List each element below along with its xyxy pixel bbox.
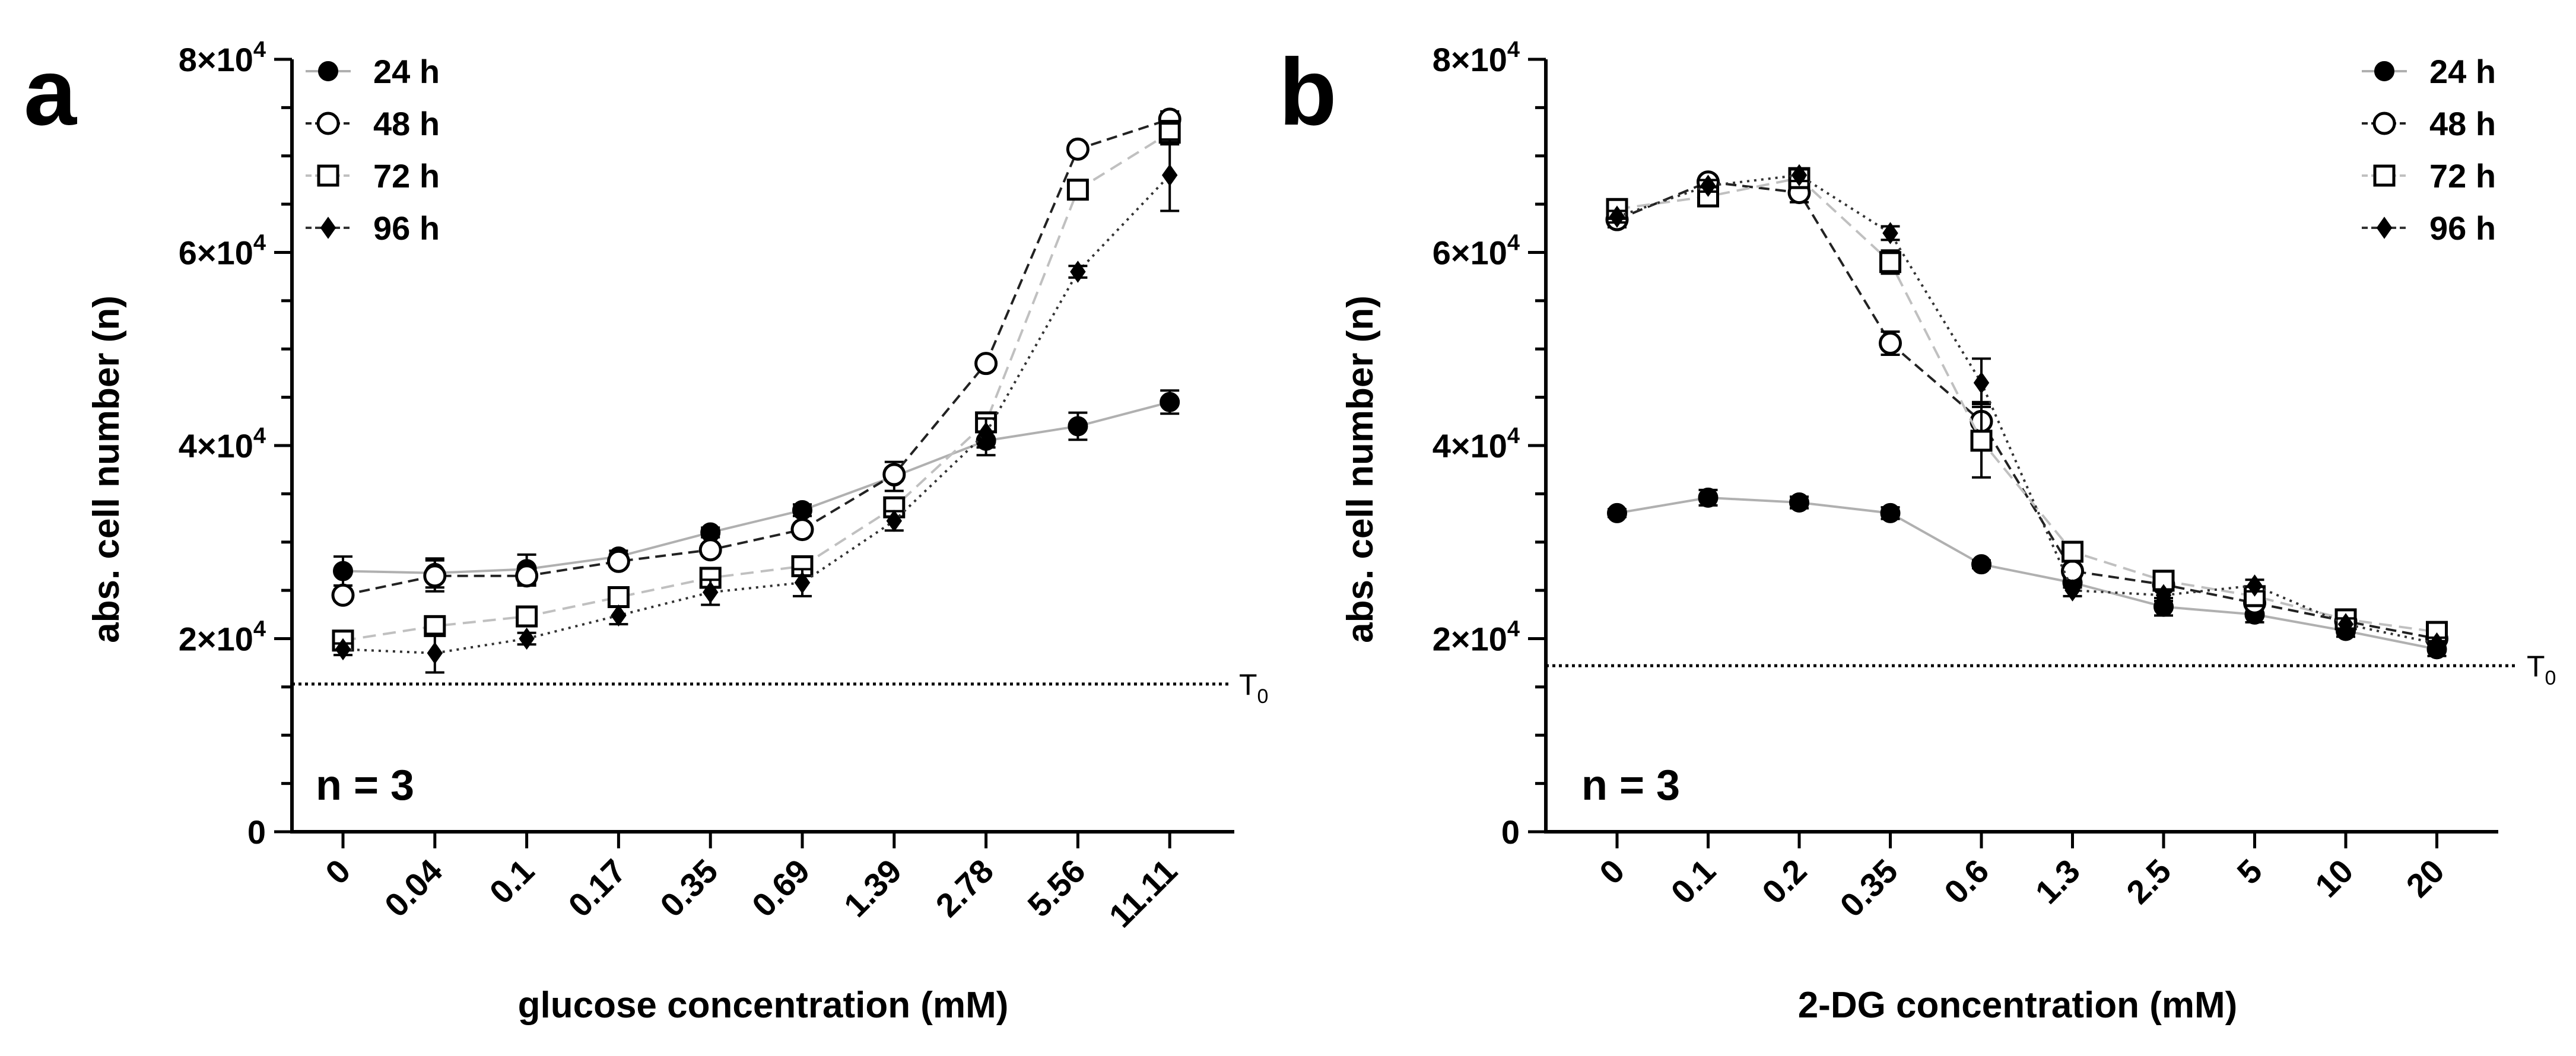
data-point: [1698, 487, 1719, 508]
sample-size-annotation: n = 3: [1581, 762, 1680, 809]
legend: 24 h 48 h 72 h 96 h: [2362, 53, 2496, 247]
data-point: [1970, 430, 1993, 452]
legend-marker: [317, 164, 339, 187]
legend-marker: [2372, 112, 2396, 135]
y-tick-label: 8×104: [1432, 37, 1520, 78]
data-point: [1789, 492, 1809, 513]
series-line: [1616, 496, 2437, 651]
data-point: [792, 500, 812, 521]
legend-marker: [2376, 217, 2393, 239]
legend-label: 96 h: [373, 209, 440, 247]
data-point: [1607, 502, 1627, 523]
data-point: [2061, 559, 2084, 583]
legend-label: 72 h: [2429, 157, 2496, 195]
legend-marker: [320, 217, 336, 239]
y-tick-label: 8×104: [179, 37, 266, 78]
y-tick-label: 4×104: [179, 424, 266, 465]
series-line: [342, 400, 1170, 574]
baseline-t0-label: T0: [2527, 650, 2556, 689]
data-point: [1971, 554, 1991, 575]
data-point: [1880, 502, 1901, 523]
legend-label: 24 h: [373, 53, 440, 90]
y-tick-label: 6×104: [1432, 231, 1520, 272]
data-point: [1879, 251, 1901, 273]
data-point: [1066, 179, 1089, 201]
data-point: [978, 422, 994, 444]
data-point: [886, 510, 903, 532]
data-point: [2429, 632, 2445, 655]
data-point: [1068, 416, 1088, 437]
panel-letter: b: [1279, 39, 1337, 145]
data-point: [607, 586, 630, 609]
data-point: [1609, 205, 1625, 228]
data-point: [1879, 331, 1902, 355]
series-line: [342, 174, 1171, 654]
baseline-t0-label: T0: [1239, 668, 1268, 708]
data-point: [1882, 222, 1898, 244]
series-line: [1616, 177, 2437, 634]
y-tick-label: 2×104: [1432, 617, 1520, 658]
legend-marker: [316, 112, 340, 135]
y-axis-title: abs. cell number (n): [1340, 295, 1381, 643]
legend-label: 72 h: [373, 157, 440, 195]
legend-label: 24 h: [2429, 53, 2496, 90]
data-point: [1066, 137, 1090, 161]
series-96-h: [1608, 164, 2447, 655]
series-line: [1616, 180, 2437, 640]
legend-marker: [2373, 164, 2396, 187]
data-point: [974, 352, 998, 376]
data-point: [882, 463, 906, 486]
data-point: [606, 549, 630, 573]
data-point: [702, 581, 719, 604]
y-tick-label: 2×104: [179, 617, 266, 658]
series-96-h: [333, 138, 1180, 674]
y-tick-label: 6×104: [179, 231, 266, 272]
data-point: [427, 642, 443, 664]
y-tick-label: 0: [247, 813, 266, 851]
data-point: [698, 538, 722, 562]
y-axis-title: abs. cell number (n): [86, 295, 127, 643]
data-point: [1700, 174, 1716, 197]
data-point: [333, 561, 353, 581]
data-point: [699, 567, 722, 589]
x-axis-title: glucose concentration (mM): [518, 985, 1009, 1026]
panel-letter: a: [24, 39, 77, 145]
data-point: [2062, 540, 2083, 563]
data-point: [1791, 164, 1808, 187]
x-axis-title: 2-DG concentration (mM): [1798, 985, 2238, 1026]
data-point: [2337, 613, 2354, 635]
legend-label: 48 h: [373, 105, 440, 142]
data-point: [423, 564, 447, 588]
y-tick-label: 0: [1501, 813, 1520, 851]
legend: 24 h 48 h 72 h 96 h: [306, 53, 440, 247]
y-tick-label: 4×104: [1432, 424, 1520, 465]
legend-label: 96 h: [2429, 209, 2496, 247]
data-point: [515, 564, 539, 588]
data-point: [1161, 164, 1178, 187]
legend-label: 48 h: [2429, 105, 2496, 142]
data-point: [1160, 392, 1180, 412]
data-point: [519, 627, 535, 650]
series-line: [1616, 174, 2437, 645]
sample-size-annotation: n = 3: [316, 762, 414, 809]
data-point: [790, 518, 814, 542]
data-point: [516, 605, 538, 628]
data-point: [2247, 574, 2263, 597]
series-line: [342, 118, 1170, 597]
data-point: [1973, 371, 1990, 394]
data-point: [335, 638, 351, 661]
data-point: [331, 583, 355, 607]
data-point: [611, 604, 627, 627]
data-point: [794, 571, 811, 594]
legend-marker: [2374, 61, 2394, 81]
data-point: [2064, 579, 2081, 602]
data-point: [2155, 584, 2172, 606]
legend-marker: [318, 61, 338, 81]
data-point: [1070, 260, 1086, 283]
